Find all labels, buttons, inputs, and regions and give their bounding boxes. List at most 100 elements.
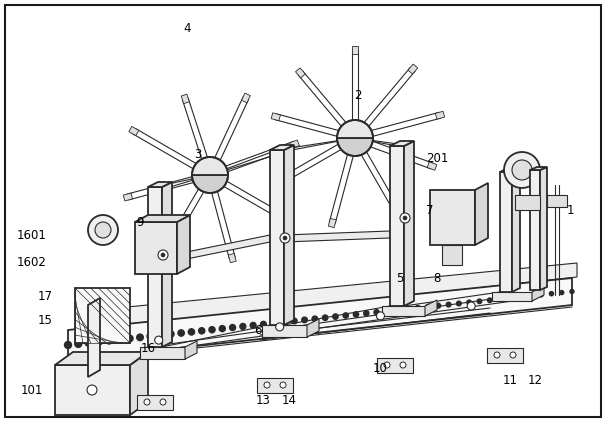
Text: 2: 2 — [355, 89, 362, 102]
Circle shape — [400, 213, 410, 223]
Circle shape — [188, 329, 195, 335]
Bar — [296, 68, 305, 78]
Circle shape — [281, 319, 287, 325]
Circle shape — [199, 328, 205, 334]
Text: 14: 14 — [282, 393, 296, 406]
Text: 3: 3 — [195, 149, 202, 162]
Bar — [123, 193, 133, 201]
Circle shape — [456, 301, 461, 306]
Bar — [430, 190, 475, 245]
Circle shape — [312, 316, 318, 322]
Circle shape — [333, 314, 338, 319]
Polygon shape — [68, 278, 572, 360]
Bar — [442, 245, 462, 265]
Circle shape — [353, 312, 359, 317]
Text: 1602: 1602 — [17, 255, 47, 268]
Polygon shape — [148, 187, 162, 347]
Circle shape — [158, 332, 164, 338]
Circle shape — [467, 300, 471, 305]
Circle shape — [168, 331, 174, 337]
Polygon shape — [475, 183, 488, 245]
Circle shape — [400, 362, 406, 368]
Text: 1: 1 — [566, 203, 574, 216]
Circle shape — [87, 385, 97, 395]
Polygon shape — [492, 292, 532, 301]
Polygon shape — [284, 145, 294, 325]
Bar — [290, 140, 299, 149]
Bar — [129, 127, 139, 135]
Circle shape — [95, 222, 111, 238]
Polygon shape — [257, 378, 293, 393]
Text: 7: 7 — [426, 203, 434, 216]
Polygon shape — [500, 168, 520, 172]
Bar — [328, 218, 336, 227]
Polygon shape — [262, 325, 307, 337]
Polygon shape — [284, 231, 390, 242]
Bar — [547, 195, 567, 207]
Text: 6: 6 — [255, 324, 262, 336]
Circle shape — [376, 312, 384, 320]
Polygon shape — [88, 298, 100, 377]
Polygon shape — [530, 170, 540, 290]
Circle shape — [498, 297, 502, 301]
Circle shape — [322, 315, 328, 320]
Circle shape — [271, 320, 276, 326]
Circle shape — [504, 152, 540, 188]
Polygon shape — [135, 215, 190, 222]
Polygon shape — [382, 306, 425, 316]
Bar — [228, 254, 236, 263]
Circle shape — [374, 310, 379, 315]
Circle shape — [230, 325, 236, 330]
Circle shape — [240, 323, 246, 330]
Circle shape — [116, 336, 123, 343]
Circle shape — [403, 216, 407, 220]
Polygon shape — [307, 319, 319, 337]
Polygon shape — [55, 352, 148, 365]
Circle shape — [570, 289, 574, 293]
Polygon shape — [532, 286, 544, 301]
Wedge shape — [337, 138, 373, 156]
Circle shape — [560, 291, 564, 295]
Circle shape — [518, 295, 523, 299]
Bar — [393, 207, 402, 216]
Circle shape — [96, 338, 102, 345]
Polygon shape — [148, 182, 172, 187]
Circle shape — [276, 323, 284, 331]
Circle shape — [395, 308, 400, 313]
Circle shape — [85, 339, 92, 346]
Polygon shape — [540, 167, 547, 290]
Polygon shape — [530, 167, 547, 170]
Bar — [515, 195, 540, 210]
Polygon shape — [162, 182, 172, 347]
Circle shape — [280, 382, 286, 388]
Circle shape — [425, 304, 430, 309]
Circle shape — [178, 330, 184, 336]
Bar — [427, 162, 437, 170]
Polygon shape — [425, 300, 437, 316]
Bar — [242, 93, 250, 103]
Bar — [181, 94, 189, 104]
Polygon shape — [137, 395, 173, 410]
Circle shape — [510, 352, 516, 358]
Circle shape — [384, 308, 390, 314]
Text: 1601: 1601 — [17, 228, 47, 241]
Circle shape — [64, 341, 72, 349]
Polygon shape — [390, 146, 404, 306]
Circle shape — [477, 299, 482, 303]
Polygon shape — [270, 145, 294, 150]
Text: 201: 201 — [426, 151, 448, 165]
Circle shape — [283, 236, 287, 240]
Polygon shape — [162, 235, 270, 264]
Circle shape — [280, 233, 290, 243]
Circle shape — [550, 292, 553, 296]
Bar — [276, 176, 285, 186]
Circle shape — [137, 334, 143, 341]
Circle shape — [528, 294, 533, 298]
Circle shape — [160, 399, 166, 405]
Circle shape — [261, 321, 267, 327]
Circle shape — [415, 306, 420, 310]
Circle shape — [343, 313, 348, 318]
Text: 15: 15 — [38, 314, 53, 327]
Text: 12: 12 — [527, 373, 542, 387]
Wedge shape — [192, 175, 228, 193]
